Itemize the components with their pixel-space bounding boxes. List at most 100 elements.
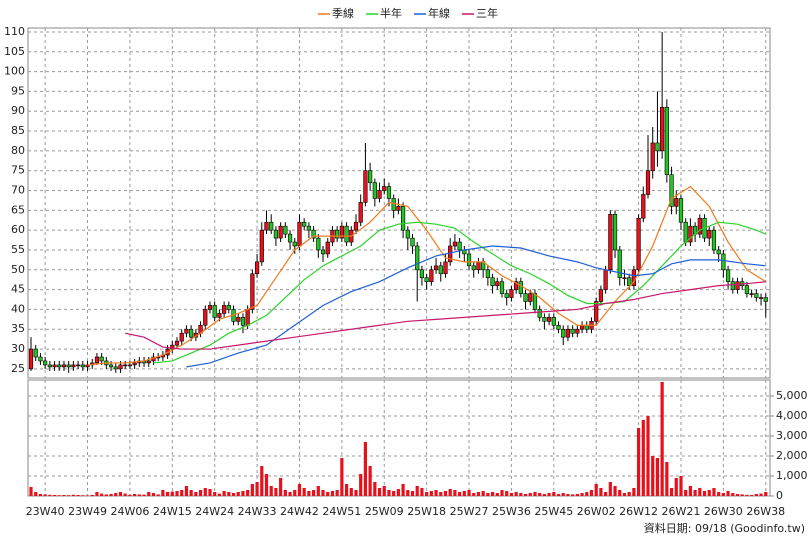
candle-body xyxy=(697,217,702,235)
candle-body xyxy=(61,364,67,368)
volume-bar xyxy=(368,466,372,496)
volume-bar xyxy=(726,491,730,496)
candle-body xyxy=(509,289,514,298)
candle-body xyxy=(127,364,133,367)
x-tick-label: 24W33 xyxy=(238,505,277,518)
volume-bar xyxy=(599,488,603,496)
candle-body xyxy=(556,324,561,330)
volume-bar xyxy=(359,474,363,496)
volume-bar xyxy=(34,492,38,496)
candle-body xyxy=(94,356,100,364)
volume-bar xyxy=(613,486,617,496)
candle-body xyxy=(749,293,754,295)
volume-bar xyxy=(137,494,141,496)
volume-bar xyxy=(693,490,697,496)
candle-body xyxy=(259,229,264,263)
candle-body xyxy=(108,364,114,368)
volume-bar xyxy=(622,493,627,496)
candle-body xyxy=(660,106,665,152)
volume-bar xyxy=(735,494,740,496)
volume-bar xyxy=(745,494,749,496)
volume-bar xyxy=(274,488,278,496)
candle-body xyxy=(650,142,655,171)
volume-bar xyxy=(165,492,170,496)
candle-body xyxy=(184,328,189,334)
candle-body xyxy=(386,186,392,199)
candle-body xyxy=(66,364,71,368)
x-tick-label: 26W12 xyxy=(619,505,658,518)
volume-bar xyxy=(307,491,311,496)
y-tick-label: 35 xyxy=(11,322,25,335)
candle-body xyxy=(287,233,293,243)
volume-bar xyxy=(222,491,226,496)
volume-bar xyxy=(566,494,570,496)
volume-bar xyxy=(330,491,335,496)
candle-body xyxy=(707,229,712,239)
candle-body xyxy=(297,221,302,247)
volume-bar xyxy=(100,493,104,496)
candle-body xyxy=(118,364,123,370)
y-tick-label: 105 xyxy=(4,45,25,58)
volume-bar xyxy=(448,489,452,496)
candle-body xyxy=(711,229,717,251)
volume-bar xyxy=(81,495,85,496)
volume-bar xyxy=(180,490,184,496)
volume-bar xyxy=(382,486,386,496)
volume-bar xyxy=(453,490,457,496)
x-tick-label: 23W40 xyxy=(26,505,65,518)
volume-bar xyxy=(552,492,556,496)
volume-bar xyxy=(392,491,396,496)
x-tick-label: 24W06 xyxy=(110,505,149,518)
volume-bar xyxy=(759,493,763,496)
candle-body xyxy=(278,225,283,239)
candle-body xyxy=(236,317,241,322)
x-tick-label: 25W27 xyxy=(450,505,489,518)
volume-bar xyxy=(500,490,504,496)
volume-bar xyxy=(279,478,283,496)
candle-body xyxy=(716,249,721,255)
volume-bar xyxy=(344,484,349,496)
candle-body xyxy=(203,309,208,326)
volume-bar xyxy=(594,484,598,496)
volume-bar xyxy=(184,486,189,496)
candle-body xyxy=(57,364,62,368)
x-tick-label: 25W36 xyxy=(492,505,531,518)
candle-body xyxy=(207,305,213,310)
candle-body xyxy=(363,170,368,203)
candle-body xyxy=(123,364,128,367)
volume-bar xyxy=(227,492,231,496)
candle-body xyxy=(532,293,538,310)
y-tick-label: 40 xyxy=(11,302,25,315)
y-tick-label: 95 xyxy=(11,84,25,97)
y2-tick-label: 4,000 xyxy=(776,409,808,422)
x-tick-label: 24W15 xyxy=(153,505,192,518)
y2-tick-label: 0 xyxy=(776,489,783,502)
volume-bar xyxy=(660,382,664,496)
y-tick-label: 65 xyxy=(11,203,25,216)
candle-body xyxy=(466,253,472,267)
candle-body xyxy=(372,182,377,199)
candle-body xyxy=(339,225,344,239)
volume-bar xyxy=(62,495,66,496)
volume-bar xyxy=(636,428,641,496)
volume-bar xyxy=(231,493,236,496)
candle-body xyxy=(565,328,571,338)
volume-bar xyxy=(740,494,744,496)
volume-bar xyxy=(321,490,325,496)
candle-body xyxy=(344,225,349,243)
candle-body xyxy=(570,328,575,334)
volume-bar xyxy=(476,492,481,496)
candle-body xyxy=(146,360,151,364)
y-tick-label: 85 xyxy=(11,124,25,137)
candle-body xyxy=(212,305,217,318)
candle-body xyxy=(391,198,396,211)
candle-body xyxy=(664,106,669,175)
volume-bar xyxy=(750,495,754,496)
volume-bar xyxy=(241,491,245,496)
volume-bar xyxy=(669,488,674,496)
candle-body xyxy=(377,190,382,199)
volume-bar xyxy=(707,490,711,496)
candle-body xyxy=(38,356,43,362)
volume-bar xyxy=(641,420,645,496)
candle-body xyxy=(396,206,401,211)
